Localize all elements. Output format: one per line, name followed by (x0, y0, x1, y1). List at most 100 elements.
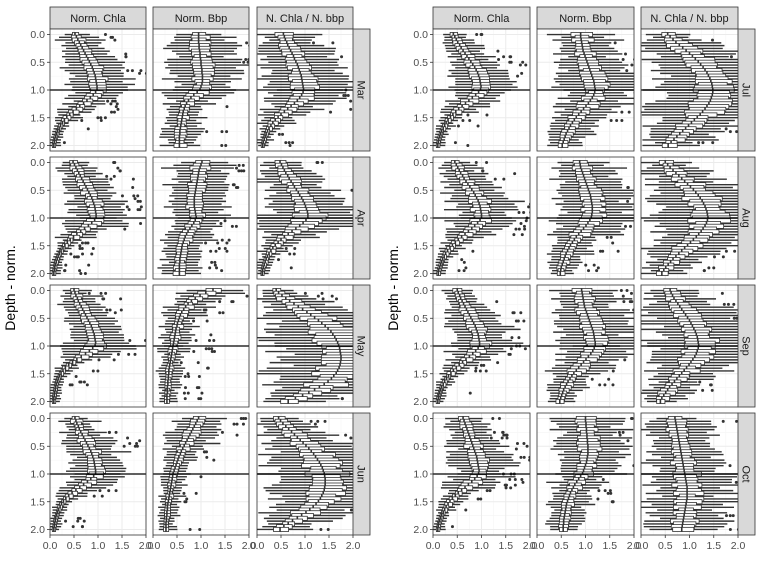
outlier-point (710, 388, 714, 392)
outlier-point (522, 224, 526, 228)
outlier-point (616, 249, 620, 253)
outlier-point (504, 483, 508, 487)
outlier-point (461, 119, 465, 122)
outlier-point (335, 297, 339, 301)
outlier-point (457, 269, 461, 273)
outlier-point (311, 41, 315, 45)
outlier-point (528, 455, 530, 459)
outlier-point (133, 352, 137, 356)
y-tick-label: 0.5 (30, 313, 45, 325)
outlier-point (378, 219, 381, 222)
outlier-point (110, 110, 114, 114)
facet-panel (49, 156, 147, 280)
y-tick-label: 0.0 (30, 413, 45, 425)
outlier-point (635, 52, 638, 55)
outlier-point (112, 161, 116, 165)
outlier-point (630, 63, 634, 67)
outlier-point (419, 486, 422, 489)
outlier-point (62, 141, 66, 145)
outlier-point (598, 249, 602, 253)
outlier-point (116, 166, 120, 170)
box-series (50, 160, 143, 276)
outlier-point (620, 119, 624, 122)
x-tick-label: 1.5 (498, 540, 513, 552)
y-tick-label: 1.5 (30, 496, 45, 508)
outlier-point (475, 33, 479, 37)
outlier-point (105, 174, 109, 178)
outlier-point (237, 163, 241, 167)
outlier-point (405, 381, 408, 384)
row-strip-label: May (355, 336, 367, 357)
box-series (157, 416, 248, 532)
y-tick-label: 2.0 (413, 140, 428, 152)
column-strip-label: Norm. Chla (70, 13, 127, 25)
x-tick-label: 0.5 (450, 540, 465, 552)
outlier-point (186, 391, 190, 395)
facet-panel (536, 156, 635, 280)
y-tick-label: 0.0 (413, 29, 428, 41)
outlier-point (223, 219, 227, 223)
outlier-point (530, 222, 533, 225)
outlier-point (389, 448, 392, 451)
outlier-point (635, 292, 638, 295)
box-series (545, 416, 634, 532)
outlier-point (340, 397, 344, 401)
outlier-point (64, 263, 68, 267)
outlier-point (138, 439, 142, 443)
outlier-point (313, 422, 317, 426)
box-body (661, 142, 678, 148)
outlier-point (214, 249, 218, 253)
y-tick-label: 1.5 (413, 368, 428, 380)
outlier-point (625, 69, 629, 73)
outlier-point (370, 75, 373, 78)
outlier-point (205, 450, 209, 454)
row-strip-label: Sep (740, 336, 752, 356)
outlier-point (595, 269, 599, 273)
outlier-point (481, 169, 485, 173)
box-series (157, 160, 254, 276)
outlier-point (517, 336, 521, 340)
outlier-point (523, 347, 527, 351)
outlier-point (231, 183, 235, 187)
outlier-point (482, 363, 486, 367)
outlier-point (133, 197, 137, 201)
outlier-point (496, 361, 500, 365)
outlier-point (405, 478, 408, 481)
outlier-point (620, 110, 624, 114)
outlier-point (601, 249, 605, 253)
outlier-point (86, 127, 90, 131)
facet-panel (640, 156, 763, 280)
outlier-point (521, 60, 525, 64)
outlier-point (349, 107, 353, 111)
outlier-point (476, 124, 480, 128)
panel-border (640, 156, 739, 280)
outlier-point (726, 302, 730, 306)
outlier-point (350, 188, 353, 192)
outlier-point (68, 383, 72, 387)
row-strip-label: Jul (740, 83, 752, 97)
outlier-point (760, 192, 763, 195)
outlier-point (531, 72, 534, 75)
outlier-point (224, 143, 228, 147)
outlier-point (288, 143, 292, 147)
box-series (50, 416, 142, 532)
outlier-point (701, 388, 705, 392)
outlier-point (384, 495, 387, 498)
outlier-point (735, 316, 738, 320)
outlier-point (235, 433, 239, 437)
outlier-point (242, 417, 246, 421)
column-strip-label: Norm. Chla (454, 13, 511, 25)
outlier-point (720, 291, 724, 295)
outlier-point (127, 208, 131, 212)
outlier-point (485, 489, 489, 493)
outlier-point (321, 297, 325, 301)
outlier-point (196, 361, 200, 365)
outlier-point (721, 255, 725, 259)
outlier-point (242, 169, 246, 173)
outlier-point (251, 183, 254, 186)
outlier-point (513, 172, 517, 176)
facet-panel (256, 156, 381, 280)
outlier-point (712, 255, 716, 259)
y-tick-label: 2.0 (413, 524, 428, 536)
outlier-point (423, 333, 426, 336)
